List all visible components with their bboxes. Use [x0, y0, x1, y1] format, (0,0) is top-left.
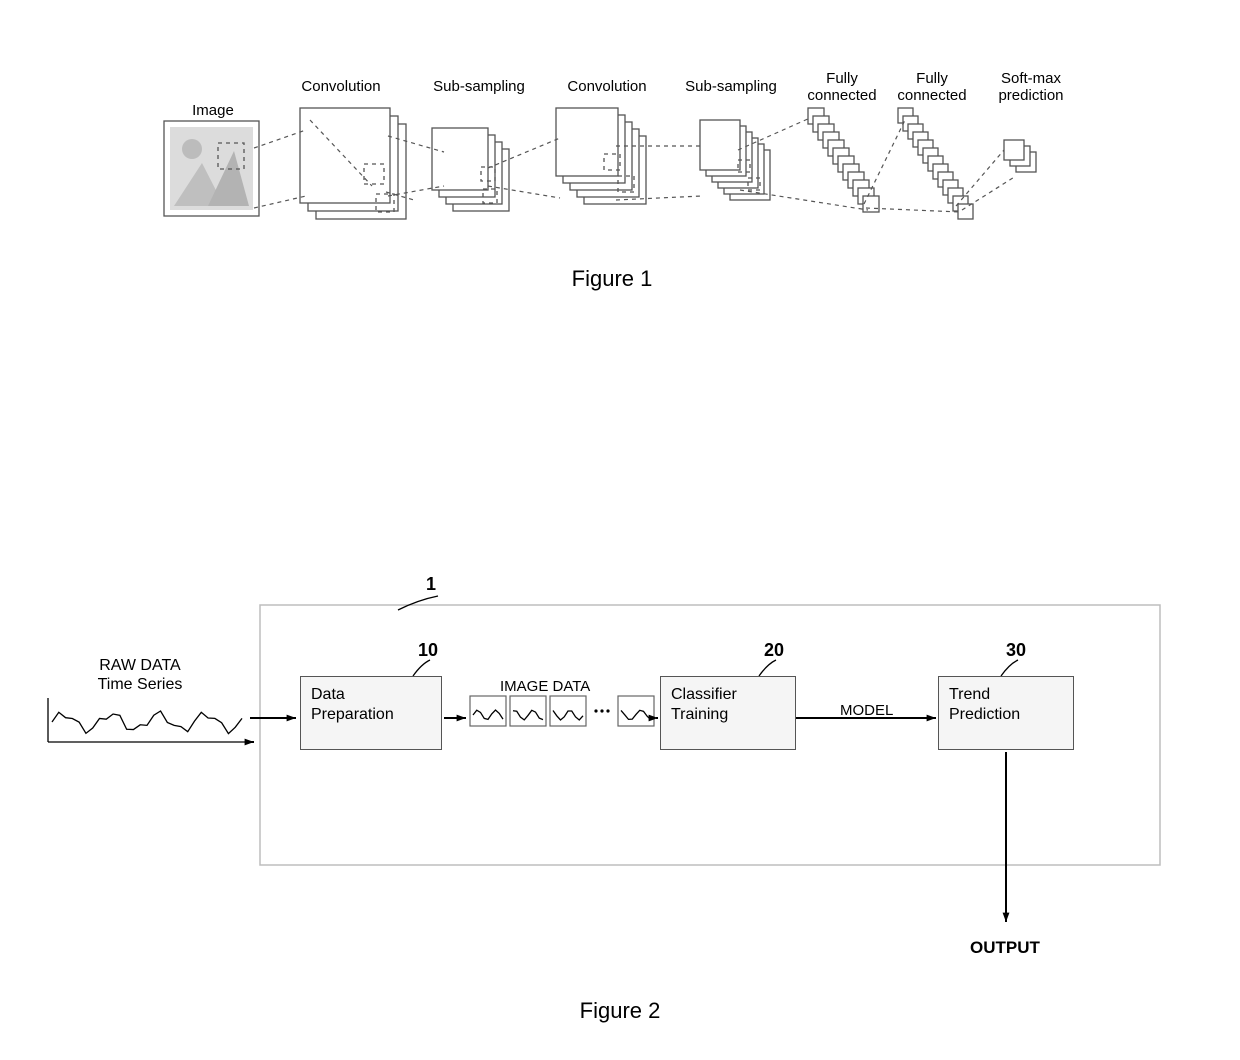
ref-20: 20 [764, 640, 784, 661]
fig1-label-image: Image [183, 102, 243, 119]
figure-2-caption: Figure 2 [560, 998, 680, 1024]
fig1-label-conv2: Convolution [557, 78, 657, 95]
model-label: MODEL [840, 702, 893, 719]
figure-1-svg [0, 0, 1240, 300]
raw-data-label: RAW DATA Time Series [60, 656, 220, 694]
block-trend-prediction-text: TrendPrediction [949, 685, 1020, 725]
raw-data-line1: RAW DATA [99, 657, 180, 674]
fig1-label-fc1: Fullyconnected [802, 70, 882, 105]
fig1-label-conv1: Convolution [291, 78, 391, 95]
fig1-label-sub2: Sub-sampling [676, 78, 786, 95]
ref-1: 1 [426, 574, 436, 595]
raw-data-line2: Time Series [98, 676, 183, 693]
fig1-label-soft: Soft-maxprediction [986, 70, 1076, 105]
output-label: OUTPUT [970, 938, 1040, 958]
ref-10: 10 [418, 640, 438, 661]
fig1-label-sub1: Sub-sampling [424, 78, 534, 95]
image-data-label: IMAGE DATA [500, 678, 590, 695]
ref-30: 30 [1006, 640, 1026, 661]
block-trend-prediction: TrendPrediction [938, 676, 1074, 750]
page: Image Convolution Sub-sampling Convoluti… [0, 0, 1240, 1059]
figure-2-svg [0, 540, 1240, 1060]
block-classifier-training: ClassifierTraining [660, 676, 796, 750]
block-data-preparation: DataPreparation [300, 676, 442, 750]
block-classifier-training-text: ClassifierTraining [671, 685, 737, 725]
block-data-preparation-text: DataPreparation [311, 685, 394, 725]
figure-1-caption: Figure 1 [552, 266, 672, 292]
fig1-label-fc2: Fullyconnected [892, 70, 972, 105]
